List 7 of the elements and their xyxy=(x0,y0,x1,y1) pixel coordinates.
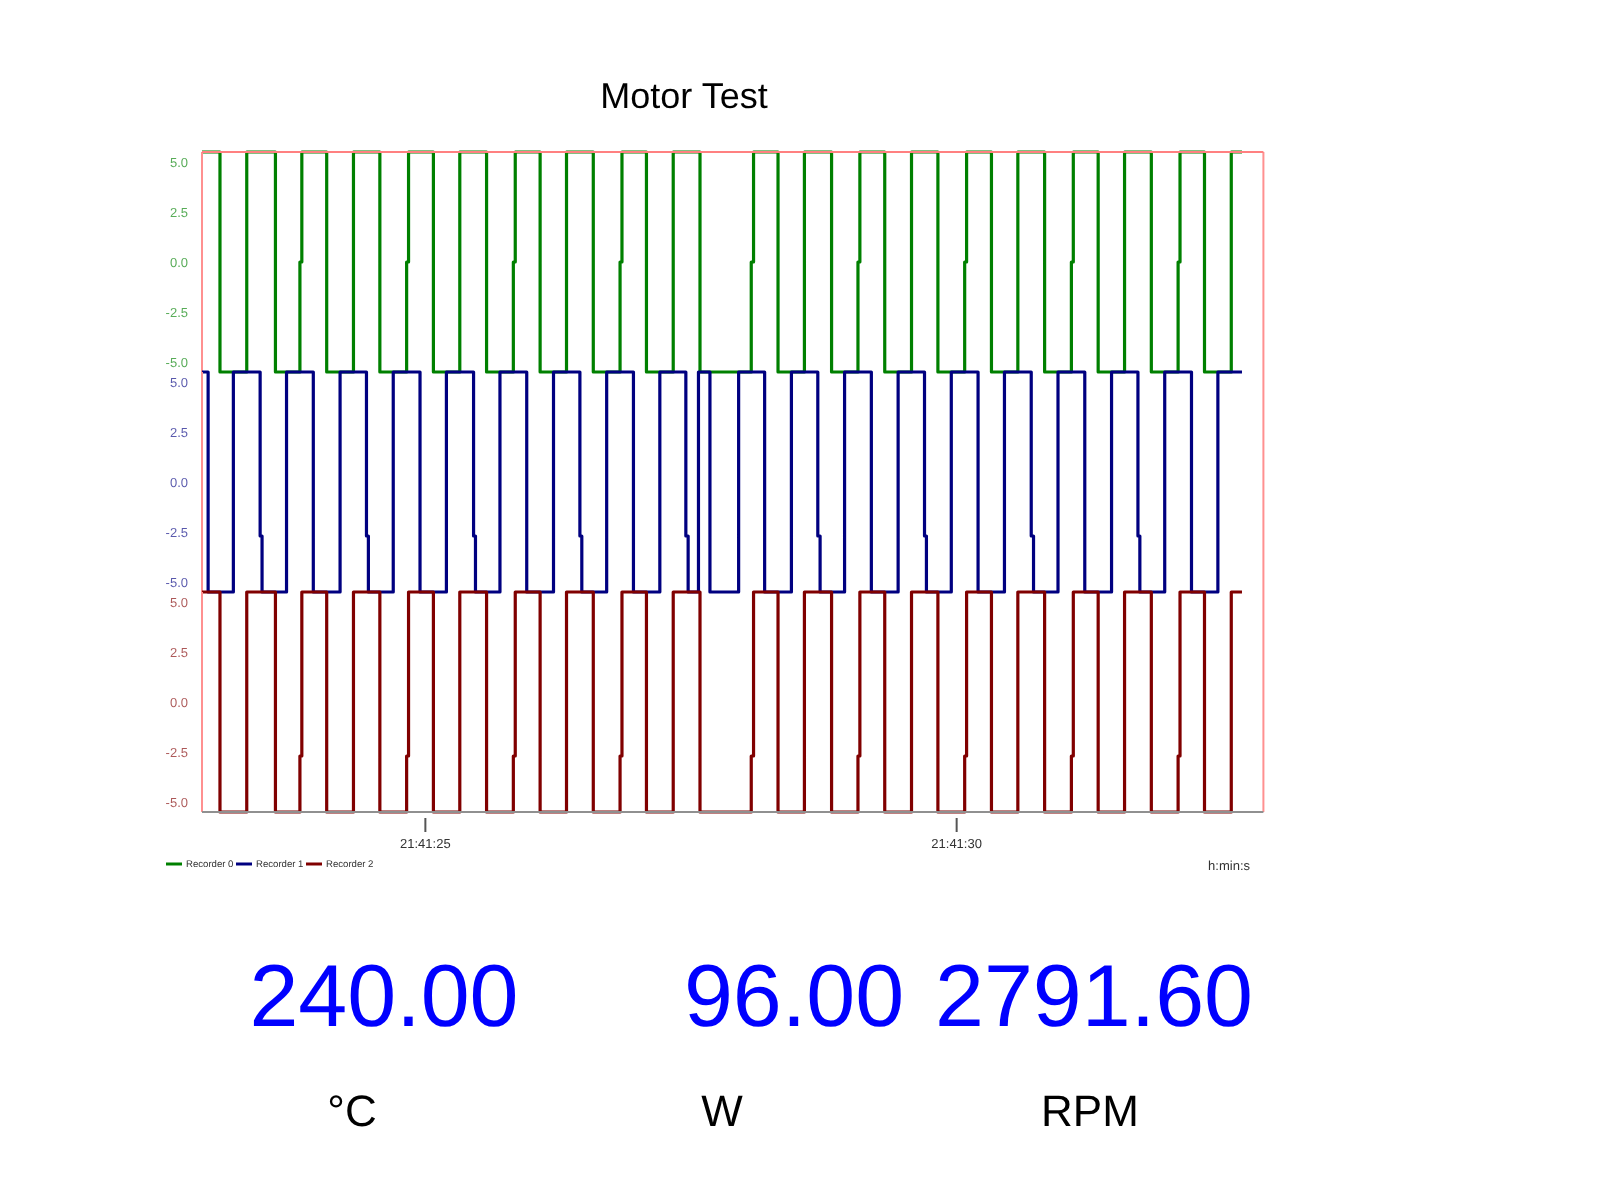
chart-title: Motor Test xyxy=(600,76,768,116)
text: °C xyxy=(327,1086,377,1136)
text: RPM xyxy=(1041,1086,1139,1136)
text: 96.00 xyxy=(683,948,905,1046)
text: 2791.60 xyxy=(934,948,1254,1046)
text: 240.00 xyxy=(249,948,519,1046)
text: W xyxy=(701,1086,744,1136)
